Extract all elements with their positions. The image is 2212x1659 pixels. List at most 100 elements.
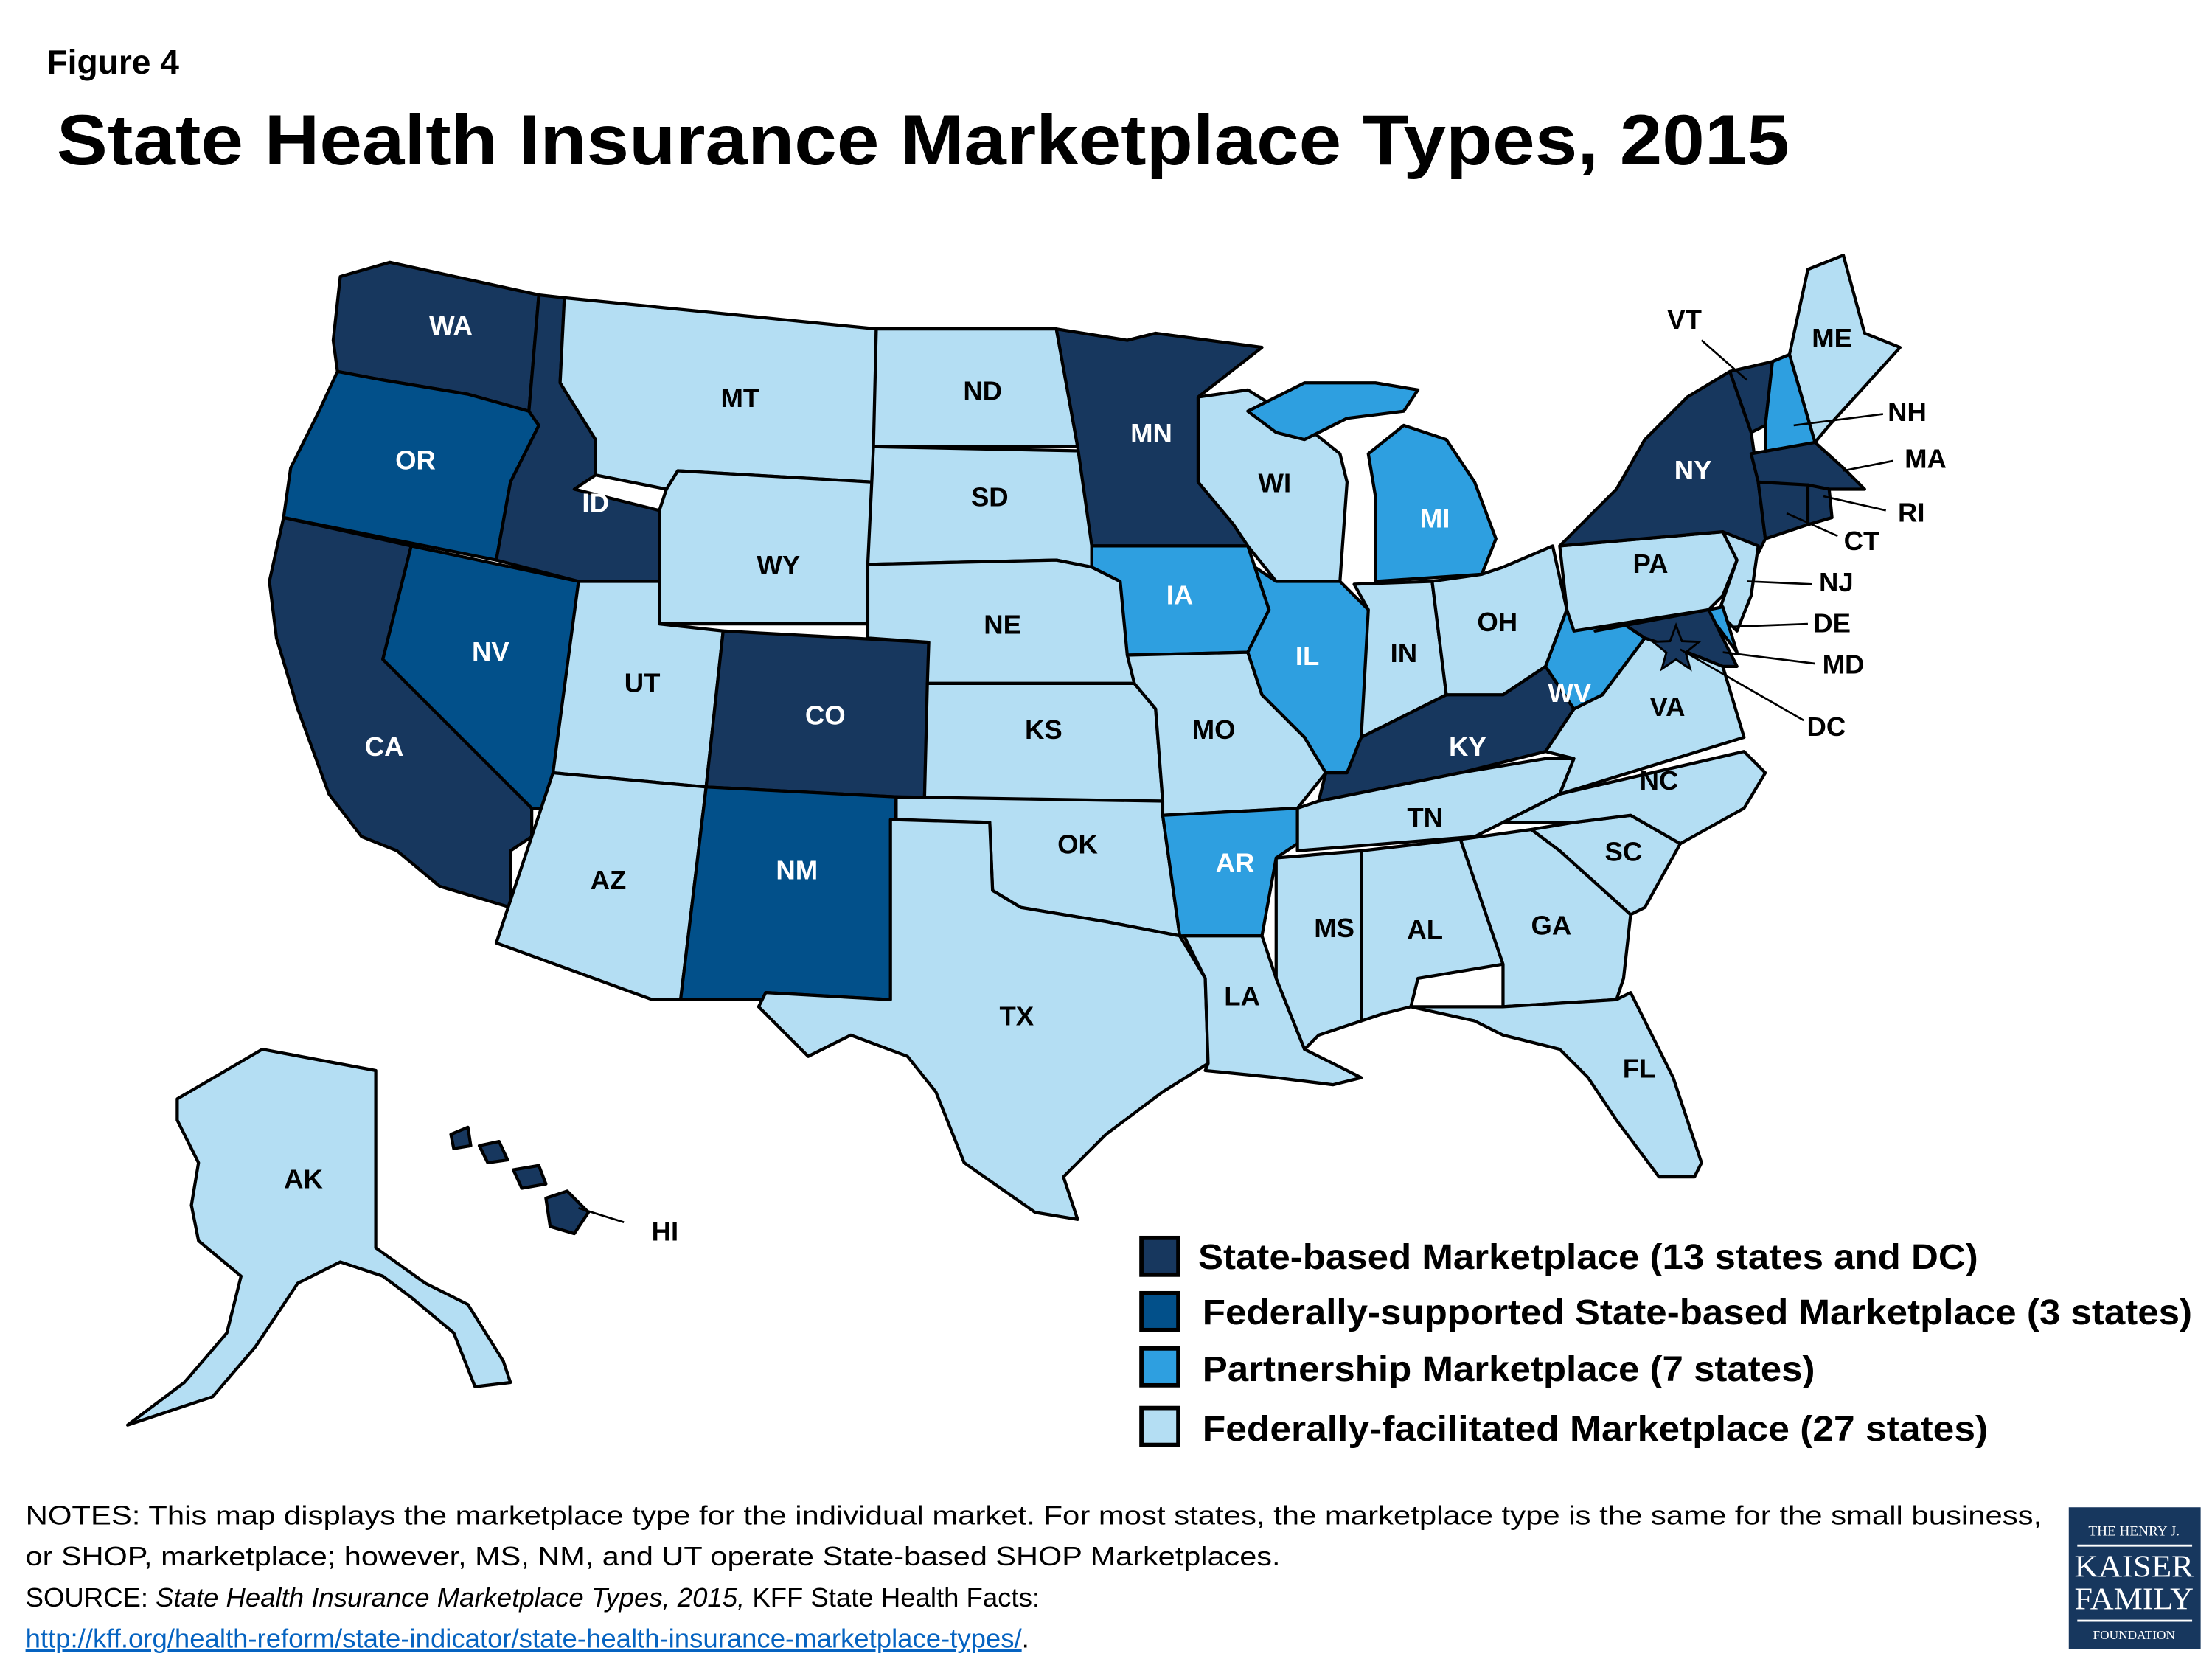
source-line: SOURCE: State Health Insurance Marketpla… — [26, 1582, 1040, 1613]
state-label-va: VA — [1650, 692, 1686, 722]
state-label-ms: MS — [1314, 913, 1354, 943]
state-label-dc: DC — [1807, 712, 1846, 742]
legend-swatch-ffm — [1139, 1405, 1180, 1447]
state-label-il: IL — [1295, 641, 1319, 671]
source-prefix: SOURCE: — [26, 1582, 156, 1613]
state-label-wy: WY — [757, 550, 800, 580]
state-ct[interactable] — [1756, 480, 1810, 540]
leader-line-ct — [1786, 512, 1838, 538]
state-label-de: DE — [1813, 608, 1851, 639]
state-label-tx: TX — [1000, 1001, 1034, 1031]
state-label-mo: MO — [1192, 714, 1236, 745]
notes-line-1: NOTES: This map displays the marketplace… — [26, 1500, 2042, 1530]
state-label-mi: MI — [1420, 503, 1450, 533]
leader-line-vt — [1700, 339, 1748, 381]
state-label-ks: KS — [1025, 714, 1062, 745]
state-label-id: ID — [582, 487, 609, 518]
state-nj[interactable] — [1717, 530, 1760, 633]
state-fl[interactable] — [1409, 991, 1703, 1179]
state-label-md: MD — [1823, 650, 1865, 680]
legend-swatch-partnership — [1139, 1346, 1180, 1388]
state-label-la: LA — [1224, 981, 1260, 1012]
state-label-nv: NV — [472, 636, 509, 667]
leader-line-nj — [1747, 580, 1812, 585]
leader-line-hi — [578, 1207, 625, 1223]
state-hi[interactable] — [449, 1125, 473, 1150]
state-label-tn: TN — [1407, 802, 1443, 832]
state-label-me: ME — [1812, 323, 1852, 353]
state-label-nm: NM — [776, 855, 818, 885]
logo-line-4: FOUNDATION — [2093, 1628, 2175, 1642]
state-label-ok: OK — [1057, 830, 1098, 860]
state-label-nj: NJ — [1819, 567, 1854, 597]
notes-line-2: or SHOP, marketplace; however, MS, NM, a… — [26, 1541, 1281, 1571]
leader-lines — [578, 339, 1893, 1223]
state-hi[interactable] — [477, 1139, 509, 1165]
state-label-or: OR — [395, 445, 436, 476]
source-link-end: . — [1022, 1624, 1029, 1654]
state-label-ar: AR — [1216, 848, 1255, 878]
state-label-mt: MT — [720, 383, 759, 413]
state-label-fl: FL — [1623, 1054, 1656, 1084]
state-ri[interactable] — [1806, 483, 1834, 526]
legend-swatch-fssbm — [1139, 1290, 1180, 1332]
source-link[interactable]: http://kff.org/health-reform/state-indic… — [26, 1624, 1023, 1654]
state-label-in: IN — [1391, 638, 1418, 668]
state-label-co: CO — [805, 700, 846, 731]
state-wy[interactable] — [658, 469, 875, 626]
state-label-ak: AK — [284, 1164, 323, 1194]
state-label-vt: VT — [1667, 305, 1702, 335]
state-label-hi: HI — [652, 1217, 679, 1247]
state-label-nc: NC — [1640, 765, 1679, 796]
legend-swatch-sbm — [1139, 1235, 1180, 1277]
state-label-nh: NH — [1888, 397, 1927, 427]
state-mt[interactable] — [558, 296, 878, 491]
state-label-ny: NY — [1674, 455, 1712, 485]
legend-label-partnership: Partnership Marketplace (7 states) — [1203, 1349, 1815, 1389]
state-mi[interactable] — [1246, 381, 1420, 442]
state-ak[interactable] — [125, 1047, 512, 1427]
state-il[interactable] — [1246, 566, 1370, 775]
logo-line-2: KAISER — [2074, 1549, 2194, 1584]
state-label-ri: RI — [1898, 498, 1925, 528]
logo-line-1: THE HENRY J. — [2088, 1524, 2180, 1540]
kff-logo: THE HENRY J. KAISER FAMILY FOUNDATION — [2068, 1507, 2201, 1649]
state-me[interactable] — [1787, 254, 1902, 445]
state-label-nd: ND — [963, 375, 1002, 406]
state-hi[interactable] — [512, 1164, 548, 1190]
state-label-wa: WA — [429, 310, 473, 341]
leader-line-de — [1730, 622, 1808, 628]
state-label-ma: MA — [1905, 444, 1947, 474]
us-map — [125, 254, 1902, 1427]
state-hi[interactable] — [544, 1189, 591, 1236]
legend-label-ffm: Federally-facilitated Marketplace (27 st… — [1203, 1409, 1988, 1449]
leader-line-nh — [1793, 413, 1884, 427]
state-md[interactable] — [1593, 608, 1739, 668]
state-tx[interactable] — [757, 818, 1210, 1221]
state-label-al: AL — [1407, 914, 1443, 945]
leader-line-dc — [1680, 648, 1804, 722]
state-label-sc: SC — [1605, 836, 1643, 866]
leader-line-ma — [1843, 459, 1893, 472]
state-la[interactable] — [1182, 934, 1363, 1087]
leader-line-md — [1722, 651, 1815, 665]
state-label-ia: IA — [1166, 580, 1194, 610]
state-nm[interactable] — [678, 785, 898, 1001]
dc-star-icon[interactable] — [1650, 622, 1703, 672]
source-title: State Health Insurance Marketplace Types… — [156, 1582, 745, 1613]
state-nc[interactable] — [1501, 750, 1767, 846]
state-label-ky: KY — [1449, 731, 1486, 762]
state-label-ga: GA — [1531, 910, 1571, 940]
state-labels: WA OR CA NV ID MT WY UT CO AZ NM ND SD NE KS OK TX MN IA MO… — [284, 305, 1947, 1247]
state-label-sd: SD — [971, 482, 1009, 512]
legend-label-sbm: State-based Marketplace (13 states and D… — [1198, 1237, 1978, 1277]
state-label-pa: PA — [1632, 549, 1668, 579]
state-ny[interactable] — [1558, 369, 1767, 562]
legend: State-based Marketplace (13 states and D… — [1139, 1235, 2192, 1449]
state-label-wv: WV — [1548, 678, 1591, 708]
figure-label: Figure 4 — [46, 43, 179, 81]
source-link-line: http://kff.org/health-reform/state-indic… — [26, 1624, 1029, 1654]
logo-line-3: FAMILY — [2074, 1582, 2194, 1617]
state-mi[interactable] — [1366, 423, 1498, 583]
